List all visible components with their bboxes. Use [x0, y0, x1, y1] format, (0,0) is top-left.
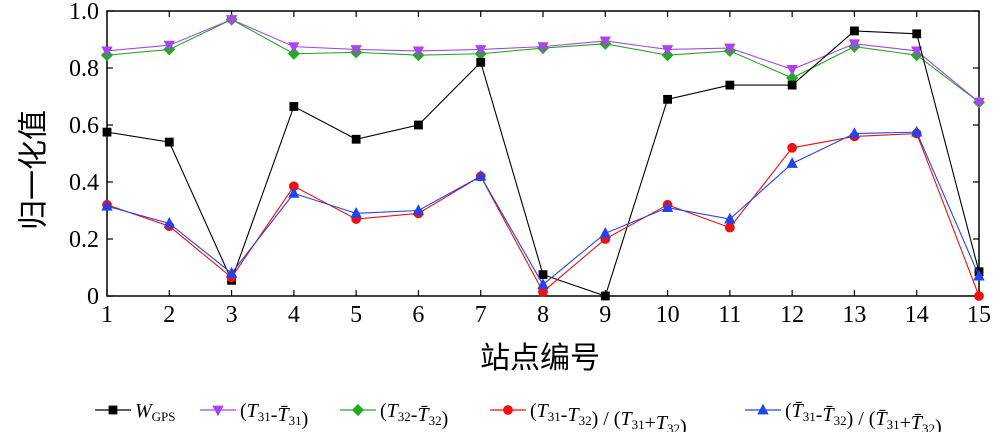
- data-point: [475, 45, 487, 56]
- data-point: [288, 187, 300, 198]
- data-point: [475, 169, 487, 181]
- legend-marker: [108, 405, 118, 415]
- x-tick-label: 12: [780, 302, 804, 328]
- data-point: [101, 199, 113, 211]
- data-point: [661, 45, 674, 56]
- data-point: [163, 40, 175, 52]
- data-point: [288, 42, 300, 53]
- data-point: [600, 291, 610, 301]
- data-point: [848, 127, 861, 138]
- series-line: [106, 18, 980, 103]
- y-tick-label: 1.0: [69, 0, 99, 25]
- data-point: [287, 47, 300, 60]
- legend: WGPS (T31-T̄31) (T32-T̄32) (T31-T32) / (T31…: [95, 400, 942, 432]
- legend-label: (T31-T̄31): [240, 400, 308, 430]
- legend-item-1: (T31-T̄31): [200, 400, 308, 430]
- series-4: [101, 125, 985, 290]
- data-point: [973, 97, 985, 109]
- data-point: [724, 43, 736, 55]
- x-tick-label: 11: [718, 302, 741, 328]
- x-tick-label: 13: [842, 302, 866, 328]
- data-point: [786, 65, 798, 76]
- y-tick-label: 0.8: [69, 56, 99, 82]
- legend-item-0: WGPS: [95, 400, 176, 424]
- data-point: [101, 46, 113, 58]
- x-tick-label: 3: [226, 302, 238, 328]
- x-tick-label: 9: [599, 302, 611, 328]
- x-tick-label: 2: [163, 302, 175, 328]
- data-point: [351, 134, 361, 144]
- data-point: [289, 102, 299, 111]
- data-point: [973, 269, 985, 281]
- series-line: [106, 30, 980, 297]
- x-tick-label: 14: [905, 302, 929, 328]
- legend-label: (T̄31-T̄32) / (T̄31+T̄32): [785, 400, 942, 432]
- series-line: [106, 18, 980, 103]
- y-tick-label: 0.4: [69, 170, 99, 196]
- data-point: [599, 226, 611, 238]
- data-point: [537, 278, 549, 290]
- legend-marker: [212, 405, 224, 417]
- x-tick-label: 8: [537, 302, 549, 328]
- y-axis-title: 归一化值: [17, 110, 52, 230]
- data-point: [476, 57, 486, 67]
- x-tick-label: 5: [350, 302, 362, 328]
- data-point: [537, 42, 549, 53]
- series-1: [101, 15, 985, 109]
- legend-label: WGPS: [135, 400, 176, 424]
- data-point: [787, 80, 797, 90]
- legend-item-4: (T̄31-T̄32) / (T̄31+T̄32): [745, 400, 942, 432]
- data-point: [661, 201, 674, 213]
- legend-marker: [757, 403, 769, 415]
- y-tick-label: 0.2: [69, 227, 99, 253]
- data-point: [912, 29, 922, 39]
- data-point: [724, 222, 735, 233]
- y-tick-label: 0: [87, 284, 99, 310]
- data-point: [911, 46, 923, 58]
- x-tick-label: 10: [656, 302, 680, 328]
- legend-item-2: (T32-T̄32): [340, 400, 448, 430]
- legend-label: (T31-T32) / (T31+T32): [530, 400, 687, 432]
- data-point: [911, 125, 923, 137]
- data-point: [974, 291, 984, 301]
- data-point: [848, 39, 861, 51]
- data-point: [725, 80, 735, 90]
- x-tick-label: 1: [101, 302, 113, 328]
- legend-marker: [503, 405, 513, 415]
- legend-marker: [351, 403, 365, 417]
- series-0: [102, 26, 984, 301]
- data-point: [850, 26, 859, 36]
- data-point: [350, 206, 362, 218]
- data-point: [102, 127, 112, 137]
- x-tick-label: 6: [412, 302, 424, 328]
- data-point: [412, 46, 425, 58]
- data-point: [538, 270, 548, 280]
- data-point: [350, 45, 362, 56]
- data-point: [787, 142, 798, 153]
- data-point: [412, 204, 425, 215]
- x-tick-label: 4: [288, 302, 300, 328]
- x-tick-label: 7: [475, 302, 487, 328]
- data-point: [414, 120, 423, 130]
- data-point: [786, 157, 798, 168]
- legend-label: (T32-T̄32): [380, 400, 448, 430]
- data-point: [164, 137, 174, 147]
- x-tick-label: 15: [967, 302, 991, 328]
- x-axis-title: 站点编号: [480, 341, 600, 376]
- data-point: [225, 266, 238, 278]
- series-layer: [100, 13, 986, 301]
- data-point: [599, 36, 611, 48]
- y-tick-label: 0.6: [69, 113, 99, 139]
- data-point: [163, 216, 175, 228]
- legend-item-3: (T31-T32) / (T31+T32): [490, 400, 687, 432]
- data-point: [663, 94, 672, 104]
- data-point: [225, 15, 238, 26]
- data-point: [724, 212, 736, 224]
